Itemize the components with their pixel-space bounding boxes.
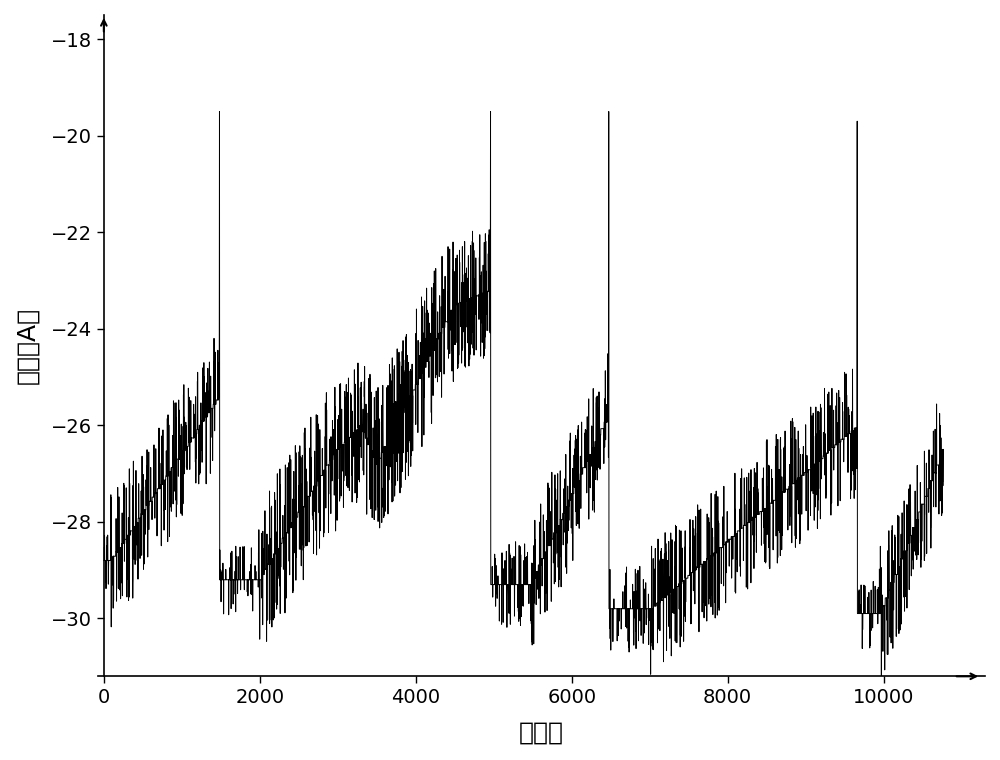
X-axis label: 采样点: 采样点 bbox=[519, 721, 564, 745]
Y-axis label: 电流（A）: 电流（A） bbox=[16, 307, 40, 385]
